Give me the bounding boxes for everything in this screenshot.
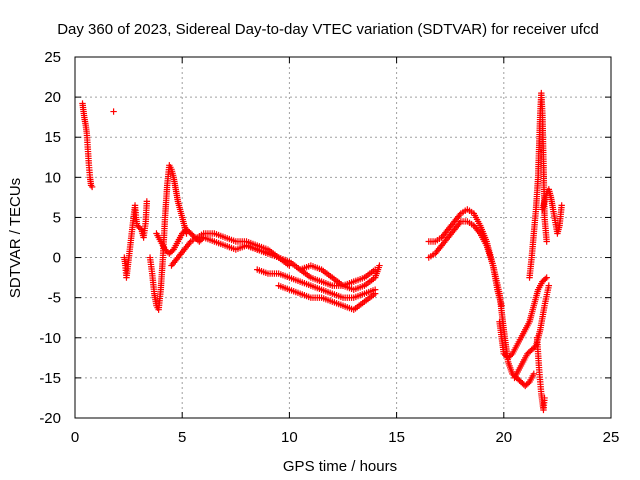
y-tick-label: 5 xyxy=(53,209,61,226)
data-point-fill xyxy=(531,343,538,351)
x-tick-label: 20 xyxy=(495,429,512,446)
y-tick-label: 25 xyxy=(44,49,61,66)
x-tick-label: 0 xyxy=(71,429,79,446)
data-point xyxy=(558,202,565,209)
y-tick-label: 0 xyxy=(53,250,61,267)
data-point-fill xyxy=(168,247,176,255)
y-tick-label: -20 xyxy=(39,410,61,427)
x-tick-labels: 0 5 10 15 20 25 xyxy=(71,429,620,446)
y-tick-labels: -20 -15 -10 -5 0 5 10 15 20 25 xyxy=(39,49,61,427)
data-point-fill xyxy=(524,380,532,387)
y-tick-label: 20 xyxy=(44,89,61,106)
data-point xyxy=(530,370,538,378)
axis-ticks xyxy=(74,56,612,419)
data-point xyxy=(376,262,383,269)
x-tick-label: 25 xyxy=(603,429,620,446)
y-tick-label: 15 xyxy=(44,129,61,146)
plot-frame xyxy=(74,56,612,419)
data-point xyxy=(143,198,151,205)
y-axis-label: SDTVAR / TECUs xyxy=(7,178,24,298)
y-tick-label: -10 xyxy=(39,330,61,347)
data-point-fill xyxy=(507,351,515,359)
y-tick-label: -5 xyxy=(48,290,61,307)
y-tick-label: 10 xyxy=(44,169,61,186)
data-point xyxy=(543,238,550,245)
data-point xyxy=(543,274,550,281)
data-point xyxy=(110,108,117,115)
chart-title: Day 360 of 2023, Sidereal Day-to-day VTE… xyxy=(57,21,599,38)
data-point xyxy=(545,282,553,289)
x-axis-label: GPS time / hours xyxy=(283,458,397,475)
data-point xyxy=(371,290,379,297)
y-tick-label: -15 xyxy=(39,370,61,387)
data-point xyxy=(88,183,96,191)
data-points xyxy=(79,89,565,414)
x-tick-label: 10 xyxy=(281,429,298,446)
data-point xyxy=(541,394,548,402)
x-tick-label: 15 xyxy=(388,429,405,446)
data-point-fill xyxy=(542,275,549,283)
x-tick-label: 5 xyxy=(178,429,186,446)
